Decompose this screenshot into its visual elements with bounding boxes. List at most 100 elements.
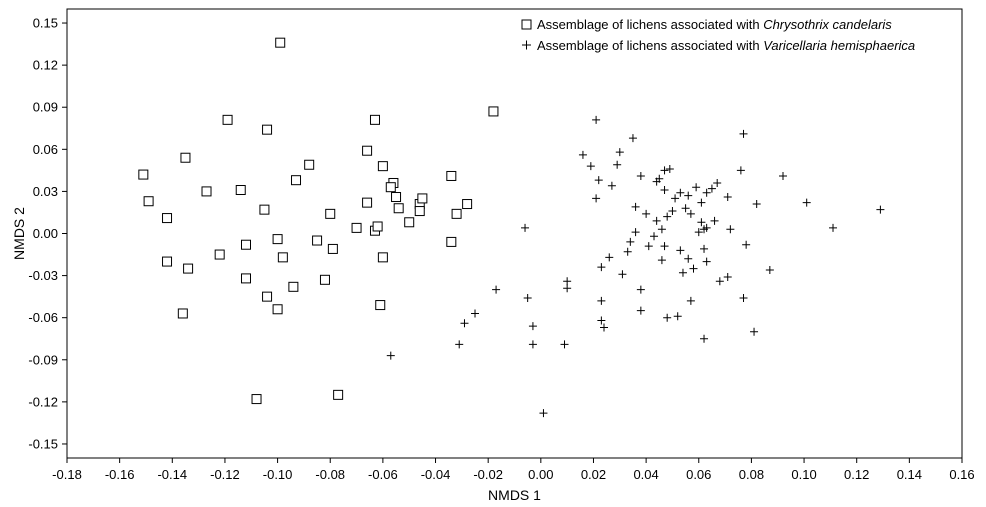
point-plus	[636, 306, 645, 315]
y-tick-label: 0.09	[33, 100, 58, 115]
point-square	[183, 263, 194, 274]
point-square	[451, 208, 462, 219]
x-tick-label: 0.04	[633, 467, 658, 482]
point-square	[385, 182, 396, 193]
point-square	[404, 217, 415, 228]
point-plus	[700, 225, 709, 234]
point-plus	[710, 216, 719, 225]
point-plus	[736, 166, 745, 175]
y-axis-title: NMDS 2	[11, 207, 27, 260]
point-plus	[676, 188, 685, 197]
point-square	[446, 170, 457, 181]
point-plus	[642, 209, 651, 218]
y-tick-label: 0.12	[33, 58, 58, 73]
point-square	[277, 252, 288, 263]
point-square	[377, 161, 388, 172]
point-square	[462, 199, 473, 210]
point-plus	[455, 340, 464, 349]
point-plus	[563, 284, 572, 293]
point-plus	[652, 216, 661, 225]
point-square	[288, 281, 299, 292]
point-square	[259, 204, 270, 215]
point-plus	[739, 294, 748, 303]
point-plus	[523, 294, 532, 303]
point-plus	[644, 242, 653, 251]
point-plus	[723, 272, 732, 281]
point-plus	[779, 171, 787, 180]
point-plus	[528, 322, 537, 331]
point-square	[304, 159, 315, 170]
point-plus	[684, 254, 693, 263]
x-tick-label: 0.00	[528, 467, 553, 482]
point-plus	[697, 198, 706, 207]
y-tick-label: 0.15	[33, 16, 58, 31]
x-axis-ticks: -0.18 -0.16 -0.14 -0.12 -0.10 -0.08 -0.06 -0.04…	[52, 458, 975, 482]
legend-entry-chrysothrix-candelaris: Assemblage of lichens associated with Ch…	[521, 17, 892, 32]
point-square	[414, 206, 425, 217]
point-square	[251, 394, 262, 405]
point-plus	[636, 171, 645, 180]
point-square	[446, 236, 457, 247]
point-plus	[592, 115, 601, 124]
x-tick-label: -0.18	[52, 467, 82, 482]
point-square	[351, 222, 362, 233]
point-square	[417, 193, 428, 204]
point-plus	[660, 242, 669, 251]
y-axis-ticks: 0.15 0.12 0.09 0.06 0.03 0.00 -0.03 -0.06 -0.09 -…	[28, 16, 67, 451]
point-plus	[765, 265, 774, 274]
point-plus	[707, 184, 716, 193]
point-plus	[631, 228, 640, 237]
legend-label-varicellaria-hemisphaerica: Assemblage of lichens associated with Va…	[537, 38, 915, 53]
point-plus	[592, 194, 601, 203]
x-tick-label: -0.04	[421, 467, 451, 482]
point-square	[138, 169, 149, 180]
x-tick-label: -0.14	[157, 467, 187, 482]
point-plus	[657, 225, 666, 234]
point-plus	[694, 228, 703, 237]
point-square	[235, 185, 246, 196]
point-plus	[713, 178, 722, 187]
series-varicellaria-hemisphaerica	[386, 115, 885, 418]
x-tick-label: 0.08	[739, 467, 764, 482]
x-tick-label: 0.02	[581, 467, 606, 482]
y-tick-label: -0.12	[28, 394, 58, 409]
point-square	[377, 252, 388, 263]
x-tick-label: 0.10	[791, 467, 816, 482]
legend-marker-plus	[522, 40, 531, 50]
point-square	[372, 221, 383, 232]
point-square	[488, 106, 499, 117]
point-plus	[618, 270, 627, 279]
x-tick-label: -0.12	[210, 467, 240, 482]
point-plus	[663, 212, 672, 221]
point-plus	[650, 232, 659, 241]
point-plus	[628, 134, 637, 143]
point-plus	[689, 264, 698, 273]
point-square	[333, 389, 344, 400]
point-square	[162, 256, 173, 267]
legend: Assemblage of lichens associated with Ch…	[521, 17, 915, 53]
y-tick-label: 0.00	[33, 226, 58, 241]
point-plus	[563, 277, 572, 286]
point-square	[325, 208, 336, 219]
x-tick-label: -0.10	[263, 467, 293, 482]
point-square	[180, 152, 191, 163]
point-plus	[671, 194, 680, 203]
point-plus	[539, 409, 548, 418]
y-tick-label: 0.03	[33, 184, 58, 199]
point-plus	[460, 319, 469, 328]
y-tick-label: -0.03	[28, 268, 58, 283]
plot-area: -0.18 -0.16 -0.14 -0.12 -0.10 -0.08 -0.06 -0.04…	[28, 8, 975, 482]
x-tick-label: 0.12	[844, 467, 869, 482]
point-plus	[471, 309, 480, 318]
point-square	[291, 175, 302, 186]
x-tick-label: 0.16	[949, 467, 974, 482]
point-plus	[739, 129, 748, 138]
point-square	[369, 114, 380, 125]
point-plus	[684, 191, 693, 200]
point-plus	[597, 296, 606, 305]
y-tick-label: -0.15	[28, 436, 58, 451]
point-plus	[600, 323, 608, 332]
point-plus	[686, 296, 695, 305]
point-plus	[578, 150, 587, 159]
point-square	[201, 186, 212, 197]
